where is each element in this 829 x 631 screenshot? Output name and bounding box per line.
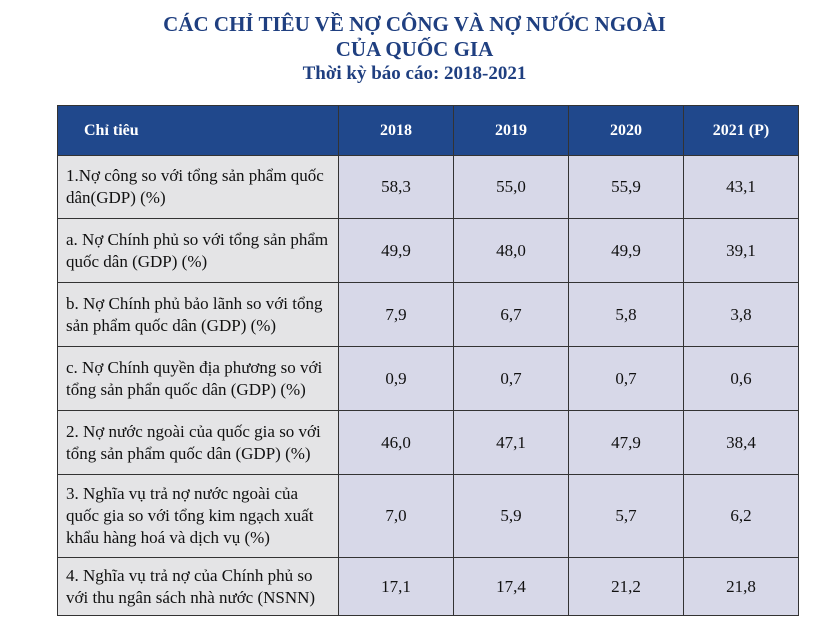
value-cell: 6,2	[683, 474, 799, 558]
value-cell: 55,9	[568, 155, 684, 219]
value-cell: 17,1	[338, 557, 454, 616]
indicator-label: 1.Nợ công so với tổng sản phẩm quốc dân(…	[57, 155, 339, 219]
value-cell: 47,9	[568, 410, 684, 475]
value-cell: 3,8	[683, 282, 799, 347]
table-row: 3. Nghĩa vụ trả nợ nước ngoài của quốc g…	[57, 474, 799, 558]
value-cell: 6,7	[453, 282, 569, 347]
debt-indicators-table: Chỉ tiêu 2018 2019 2020 2021 (P) 1.Nợ cô…	[57, 105, 799, 616]
value-cell: 21,2	[568, 557, 684, 616]
value-cell: 55,0	[453, 155, 569, 219]
indicator-label: 4. Nghĩa vụ trả nợ của Chính phủ so với …	[57, 557, 339, 616]
value-cell: 0,7	[568, 346, 684, 411]
value-cell: 5,7	[568, 474, 684, 558]
column-header: Chỉ tiêu	[57, 105, 339, 156]
value-cell: 0,7	[453, 346, 569, 411]
document-title: CÁC CHỈ TIÊU VỀ NỢ CÔNG VÀ NỢ NƯỚC NGOÀI	[163, 12, 666, 36]
value-cell: 49,9	[568, 218, 684, 283]
value-cell: 0,6	[683, 346, 799, 411]
value-cell: 5,8	[568, 282, 684, 347]
table-row: 1.Nợ công so với tổng sản phẩm quốc dân(…	[57, 155, 799, 219]
value-cell: 58,3	[338, 155, 454, 219]
table-row: a. Nợ Chính phủ so với tổng sản phẩm quố…	[57, 218, 799, 283]
value-cell: 47,1	[453, 410, 569, 475]
value-cell: 5,9	[453, 474, 569, 558]
value-cell: 48,0	[453, 218, 569, 283]
column-header: 2021 (P)	[683, 105, 799, 156]
indicator-label: 2. Nợ nước ngoài của quốc gia so với tổn…	[57, 410, 339, 475]
indicator-label: a. Nợ Chính phủ so với tổng sản phẩm quố…	[57, 218, 339, 283]
value-cell: 7,0	[338, 474, 454, 558]
column-header: 2019	[453, 105, 569, 156]
report-period: Thời kỳ báo cáo: 2018-2021	[302, 63, 527, 84]
value-cell: 38,4	[683, 410, 799, 475]
table-row: b. Nợ Chính phủ bảo lãnh so với tổng sản…	[57, 282, 799, 347]
value-cell: 0,9	[338, 346, 454, 411]
indicator-label: b. Nợ Chính phủ bảo lãnh so với tổng sản…	[57, 282, 339, 347]
document-title-line2: CỦA QUỐC GIA	[335, 37, 494, 61]
value-cell: 39,1	[683, 218, 799, 283]
value-cell: 7,9	[338, 282, 454, 347]
indicator-label: c. Nợ Chính quyền địa phương so với tổng…	[57, 346, 339, 411]
header-row: Chỉ tiêu 2018 2019 2020 2021 (P)	[57, 105, 799, 156]
indicator-label: 3. Nghĩa vụ trả nợ nước ngoài của quốc g…	[57, 474, 339, 558]
table-row: 4. Nghĩa vụ trả nợ của Chính phủ so với …	[57, 557, 799, 616]
column-header: 2020	[568, 105, 684, 156]
value-cell: 17,4	[453, 557, 569, 616]
value-cell: 49,9	[338, 218, 454, 283]
column-header: 2018	[338, 105, 454, 156]
table-row: 2. Nợ nước ngoài của quốc gia so với tổn…	[57, 410, 799, 475]
value-cell: 21,8	[683, 557, 799, 616]
value-cell: 43,1	[683, 155, 799, 219]
value-cell: 46,0	[338, 410, 454, 475]
table-row: c. Nợ Chính quyền địa phương so với tổng…	[57, 346, 799, 411]
